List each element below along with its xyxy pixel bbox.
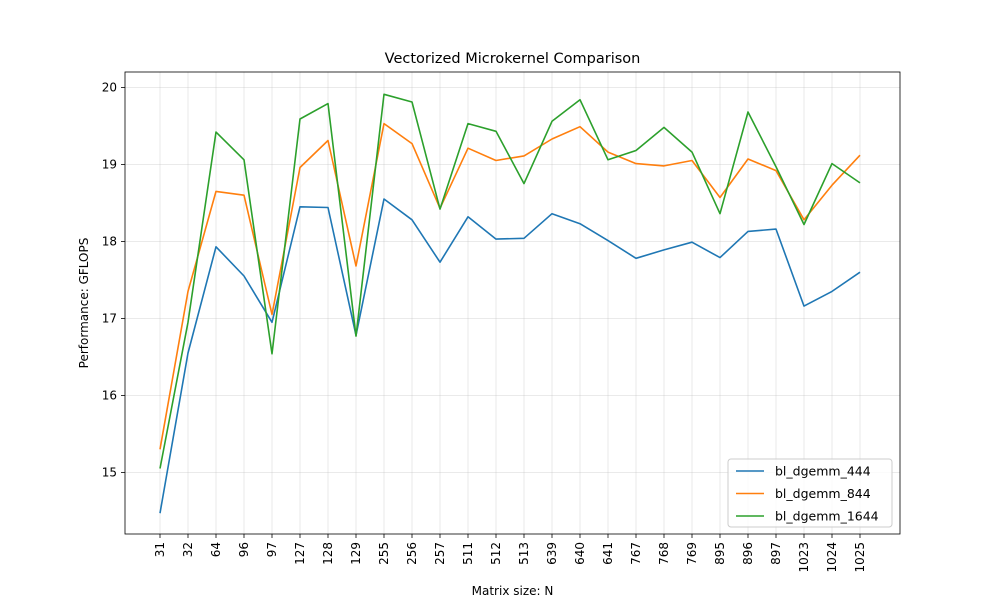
x-tick-label: 128 xyxy=(321,542,335,565)
x-tick-label: 1024 xyxy=(825,542,839,573)
x-tick-label: 1023 xyxy=(797,542,811,573)
x-tick-label: 769 xyxy=(685,542,699,565)
y-tick-label: 15 xyxy=(102,465,117,479)
x-tick-label: 511 xyxy=(461,542,475,565)
x-tick-label: 641 xyxy=(601,542,615,565)
x-tick-label: 257 xyxy=(433,542,447,565)
x-tick-label: 896 xyxy=(741,542,755,565)
x-tick-label: 639 xyxy=(545,542,559,565)
y-tick-label: 19 xyxy=(102,157,117,171)
y-axis-label: Performance: GFLOPS xyxy=(77,238,91,369)
x-axis-label: Matrix size: N xyxy=(472,584,554,598)
x-tick-label: 897 xyxy=(769,542,783,565)
x-tick-label: 129 xyxy=(349,542,363,565)
x-tick-label: 513 xyxy=(517,542,531,565)
y-tick-label: 16 xyxy=(102,388,117,402)
y-tick-label: 20 xyxy=(102,80,117,94)
x-tick-label: 255 xyxy=(377,542,391,565)
x-tick-label: 640 xyxy=(573,542,587,565)
y-tick-label: 17 xyxy=(102,311,117,325)
legend-box xyxy=(727,458,893,528)
x-tick-label: 512 xyxy=(489,542,503,565)
legend: bl_dgemm_444 bl_dgemm_844 bl_dgemm_1644 xyxy=(727,458,893,528)
chart-title: Vectorized Microkernel Comparison xyxy=(385,51,641,67)
y-tick-label: 18 xyxy=(102,234,117,248)
series-line-bl_dgemm_844 xyxy=(159,122,861,450)
x-tick-label: 32 xyxy=(181,542,195,557)
x-tick-label: 768 xyxy=(657,542,671,565)
x-axis-ticks: 31 32 64 96 97 127 128 129 255 256 257 511 512 513 639… xyxy=(153,534,867,573)
legend-label: bl_dgemm_444 xyxy=(775,464,871,479)
x-tick-label: 767 xyxy=(629,542,643,565)
x-tick-label: 96 xyxy=(237,542,251,557)
series-lines xyxy=(159,93,861,514)
y-axis-ticks: 15 16 17 18 19 20 xyxy=(102,80,125,479)
x-tick-label: 97 xyxy=(265,542,279,557)
legend-label: bl_dgemm_844 xyxy=(775,486,871,501)
legend-label: bl_dgemm_1644 xyxy=(775,509,879,524)
x-tick-label: 127 xyxy=(293,542,307,565)
x-tick-label: 64 xyxy=(209,542,223,557)
series-line-bl_dgemm_444 xyxy=(159,198,861,514)
plot-frame xyxy=(124,71,901,535)
x-tick-label: 31 xyxy=(153,542,167,557)
x-tick-label: 895 xyxy=(713,542,727,565)
series-line-bl_dgemm_1644 xyxy=(159,93,861,469)
x-tick-label: 256 xyxy=(405,542,419,565)
x-tick-label: 1025 xyxy=(853,542,867,573)
